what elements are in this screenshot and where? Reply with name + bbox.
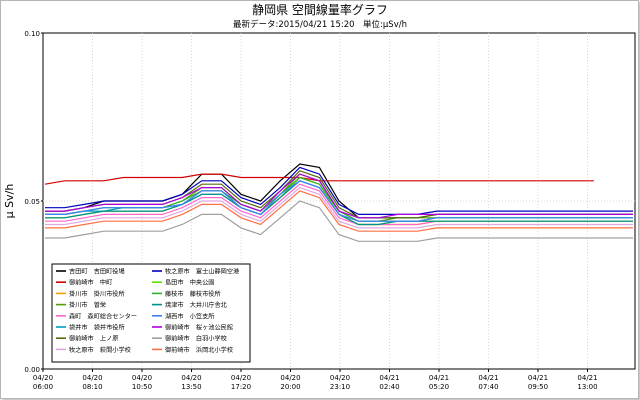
- x-tick-date: 04/20: [330, 374, 350, 382]
- legend-entry: 吉田町 吉田町役場: [69, 268, 125, 276]
- series-line-15: [45, 200, 633, 242]
- x-tick-date: 04/21: [577, 374, 597, 382]
- legend-entry: 掛川市 掛川市役所: [69, 290, 125, 298]
- chart-subtitle: 最新データ:2015/04/21 15:20 単位:μSv/h: [233, 19, 407, 30]
- x-tick-time: 20:00: [280, 383, 300, 391]
- legend-entry: 藤枝市 藤枝市役所: [165, 290, 221, 298]
- x-tick-date: 04/21: [478, 374, 498, 382]
- x-tick-date: 04/20: [82, 374, 102, 382]
- x-tick-date: 04/20: [181, 374, 201, 382]
- x-tick-date: 04/20: [231, 374, 251, 382]
- x-tick-labels: 04/2006:0004/2008:1004/2010:5004/2013:50…: [33, 369, 598, 391]
- series-line-16: [45, 190, 633, 232]
- y-axis-label: μ Sv/h: [3, 184, 16, 219]
- legend-entry: 焼津市 大井川庁舎北: [165, 301, 228, 309]
- y-tick-labels: 0.00 0.05 0.10: [24, 30, 43, 374]
- legend-entry: 御前崎市 白羽小学校: [165, 335, 227, 343]
- y-tick-label: 0.00: [24, 366, 40, 374]
- legend-entry: 御前崎市 上ノ原: [69, 335, 119, 343]
- x-tick-time: 07:40: [478, 383, 498, 391]
- chart-title: 静岡県 空間線量率グラフ: [252, 2, 388, 17]
- x-tick-time: 05:20: [429, 383, 449, 391]
- x-tick-date: 04/20: [280, 374, 300, 382]
- x-tick-date: 04/20: [33, 374, 53, 382]
- legend-entry: 牧之原市 萩間小学校: [69, 346, 131, 354]
- x-tick-time: 06:00: [33, 383, 53, 391]
- series-line-9: [45, 166, 633, 215]
- series-line-8: [45, 186, 633, 229]
- series-lines: [44, 163, 633, 242]
- legend-entry: 掛川市 曽栄: [69, 301, 106, 309]
- legend-entry: 袋井市 袋井市役所: [69, 324, 125, 332]
- x-tick-time: 17:20: [231, 383, 251, 391]
- x-tick-time: 08:10: [82, 383, 102, 391]
- legend-entry: 島田市 中央公園: [165, 279, 215, 287]
- legend-entry: 牧之原市 富士山静岡空港: [165, 268, 240, 276]
- y-tick-label: 0.05: [24, 198, 40, 206]
- x-tick-date: 04/21: [528, 374, 548, 382]
- x-tick-date: 04/21: [429, 374, 449, 382]
- y-tick-label: 0.10: [24, 30, 40, 38]
- x-tick-time: 23:10: [330, 383, 350, 391]
- x-tick-time: 09:50: [528, 383, 548, 391]
- legend-entry: 御前崎市 桜ヶ池公民館: [165, 324, 233, 332]
- x-tick-time: 13:00: [577, 383, 597, 391]
- legend-entry: 森町 森町総合センター: [69, 312, 137, 320]
- series-line-14: [45, 173, 633, 219]
- legend-entry: 御前崎市 浜岡北小学校: [165, 346, 233, 354]
- legend-entry: 湖西市 小笠支所: [165, 312, 215, 320]
- series-line-13: [45, 180, 633, 222]
- x-tick-time: 13:50: [181, 383, 201, 391]
- x-tick-time: 10:50: [132, 383, 152, 391]
- legend-box: [51, 263, 251, 363]
- x-tick-date: 04/21: [379, 374, 399, 382]
- x-tick-date: 04/20: [132, 374, 152, 382]
- legend-entry: 御前崎市 中町: [69, 279, 112, 287]
- x-tick-time: 02:40: [379, 383, 399, 391]
